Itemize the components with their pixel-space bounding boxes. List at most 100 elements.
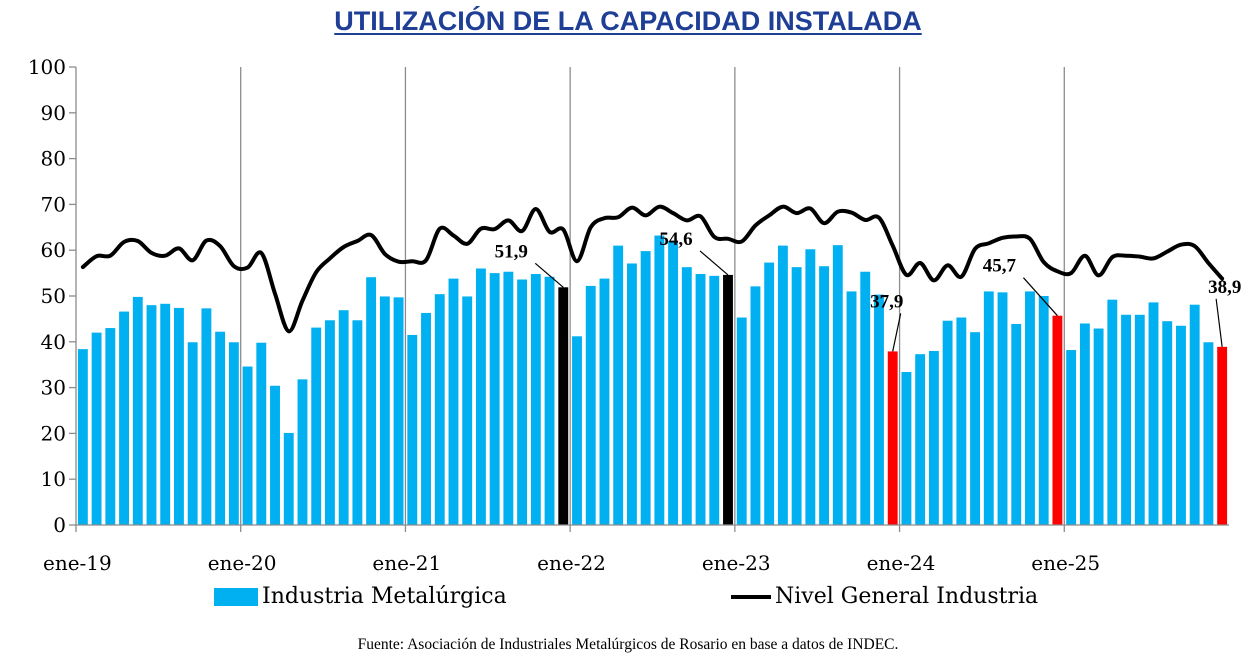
bar (475, 268, 486, 525)
bar (723, 274, 733, 525)
bar (201, 308, 212, 525)
bar (187, 342, 198, 525)
bar (1203, 342, 1214, 525)
bar (174, 307, 184, 525)
y-tick-label: 90 (41, 101, 66, 125)
bar (640, 251, 651, 525)
y-tick-label: 0 (53, 513, 66, 537)
leader-line (534, 262, 564, 288)
bar (119, 311, 129, 525)
x-tick-label: ene-21 (372, 551, 441, 575)
x-tick-label: ene-22 (537, 551, 606, 575)
bar (448, 278, 459, 525)
bar (599, 278, 610, 525)
bar (366, 277, 377, 525)
bar (1093, 328, 1104, 525)
bar (256, 342, 267, 525)
bar (1162, 321, 1173, 525)
bar (915, 354, 926, 525)
bar (352, 320, 363, 525)
bar (1217, 346, 1228, 525)
bar (105, 328, 116, 525)
y-tick-label: 60 (41, 238, 66, 262)
bar (517, 279, 528, 525)
data-label: 45,7 (983, 256, 1017, 277)
x-tick-label: ene-20 (208, 551, 277, 575)
bar (681, 267, 692, 525)
bar (654, 235, 665, 526)
bar (242, 366, 253, 525)
x-tick-label: ene-23 (702, 551, 771, 575)
source-note: Fuente: Asociación de Industriales Metal… (357, 636, 899, 653)
bar (146, 305, 157, 525)
bar (764, 262, 775, 525)
bar (750, 286, 761, 525)
bar (297, 379, 308, 525)
bar (668, 241, 679, 526)
bar (558, 287, 569, 525)
bar (1148, 302, 1159, 525)
legend-swatch-bar (214, 587, 258, 606)
bar (503, 271, 514, 525)
bar (91, 332, 102, 525)
bar (1052, 315, 1063, 525)
bar (1121, 314, 1131, 525)
bar (928, 350, 939, 525)
bar (1107, 299, 1118, 525)
bar (1134, 314, 1145, 525)
leader-line (1022, 277, 1058, 317)
legend-label-line: Nivel General Industria (775, 584, 1039, 609)
line-series-nivel-general (80, 204, 1225, 334)
bar (1189, 304, 1200, 525)
bar (860, 271, 871, 525)
bar (393, 297, 404, 525)
bar (613, 245, 624, 525)
data-label: 37,9 (870, 291, 903, 312)
legend-item-line: Nivel General Industria (731, 584, 1038, 609)
bar (270, 385, 280, 525)
bar (997, 292, 1008, 525)
legend-swatch-line (731, 594, 771, 599)
bar (1025, 291, 1035, 525)
leader-line (892, 313, 902, 352)
chart-title: UTILIZACIÓN DE LA CAPACIDAD INSTALADA (334, 6, 922, 36)
bar (77, 349, 88, 525)
bar (421, 312, 431, 525)
bar (462, 296, 473, 525)
bar (874, 294, 884, 525)
bar (956, 317, 967, 525)
bar (983, 291, 994, 525)
data-label: 51,9 (495, 241, 528, 262)
bar (695, 274, 706, 525)
bar (1079, 323, 1090, 525)
bar (407, 334, 418, 525)
bar-series-industria-metalurgica (77, 235, 1228, 526)
bar (1066, 350, 1077, 525)
x-tick-label: ene-19 (43, 551, 112, 575)
y-tick-label: 100 (28, 55, 66, 79)
y-tick-label: 40 (41, 330, 66, 354)
bar (572, 336, 582, 525)
bar (709, 275, 720, 525)
bar (626, 263, 637, 525)
bar (544, 276, 555, 525)
y-tick-label: 20 (41, 421, 66, 445)
x-tick-label: ene-24 (867, 551, 936, 575)
bar (777, 245, 788, 525)
bar (160, 303, 171, 525)
line-nivel-general-industria (80, 204, 1225, 334)
bar (215, 331, 226, 525)
bar (530, 274, 541, 525)
bar (805, 249, 816, 525)
leader-line (699, 250, 729, 276)
data-labels: 51,9 54,6 37,9 45,7 38,9 (495, 229, 1241, 352)
bar (846, 291, 857, 525)
x-tick-label: ene-25 (1031, 551, 1100, 575)
bar (311, 327, 322, 525)
bar (832, 245, 843, 525)
bar (228, 342, 239, 525)
y-tick-label: 50 (41, 284, 66, 308)
bar (736, 317, 747, 525)
bar (791, 267, 802, 525)
